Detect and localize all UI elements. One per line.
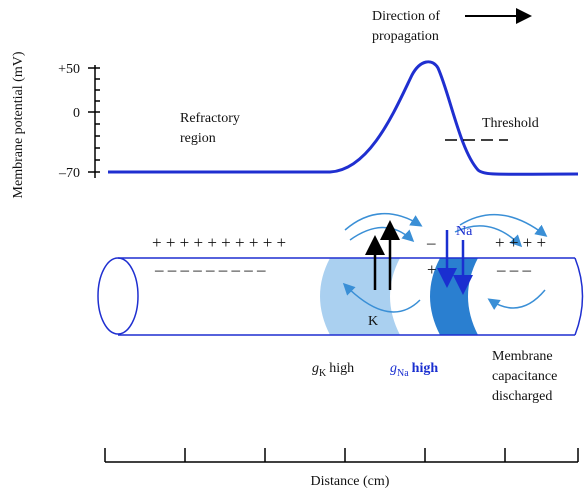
charges: – – – – – – – – – xyxy=(154,260,266,279)
charges: + + + + + + + + + + xyxy=(152,233,286,252)
gk-label: gK high xyxy=(312,361,354,379)
refractory-label: region xyxy=(180,131,216,146)
capacitance-label: Membrane xyxy=(492,349,553,364)
y-label: Membrane potential (mV) xyxy=(11,51,26,198)
refractory-label: Refractory xyxy=(180,111,240,126)
potential-curve xyxy=(108,60,579,176)
text: high xyxy=(412,361,439,376)
axon xyxy=(97,257,584,336)
k-region xyxy=(320,258,400,335)
x-axis xyxy=(104,448,579,463)
g: g xyxy=(312,361,319,376)
sub: Na xyxy=(397,368,409,379)
k-label: K xyxy=(368,314,378,329)
threshold-label: Threshold xyxy=(482,116,539,131)
capacitance-label: capacitance xyxy=(492,369,557,384)
direction-label: propagation xyxy=(372,29,439,44)
na-region xyxy=(430,258,478,335)
charges: – – – xyxy=(496,260,532,279)
charges: – xyxy=(426,233,436,252)
x-label: Distance (cm) xyxy=(311,474,390,489)
y-tick-label: +50 xyxy=(58,62,80,77)
ion-arrows xyxy=(365,220,473,295)
g: g xyxy=(390,361,397,376)
charges: + xyxy=(427,260,437,279)
na-label: Na xyxy=(456,224,473,239)
text: high xyxy=(329,361,354,376)
direction-label: Direction of xyxy=(372,9,440,24)
y-axis xyxy=(88,65,100,178)
y-tick-label: 0 xyxy=(73,106,80,121)
sub: K xyxy=(319,368,327,379)
y-tick-label: –70 xyxy=(58,166,80,181)
charges: + + + + xyxy=(495,233,546,252)
gna-label: gNa high xyxy=(390,361,438,379)
capacitance-label: discharged xyxy=(492,389,552,404)
